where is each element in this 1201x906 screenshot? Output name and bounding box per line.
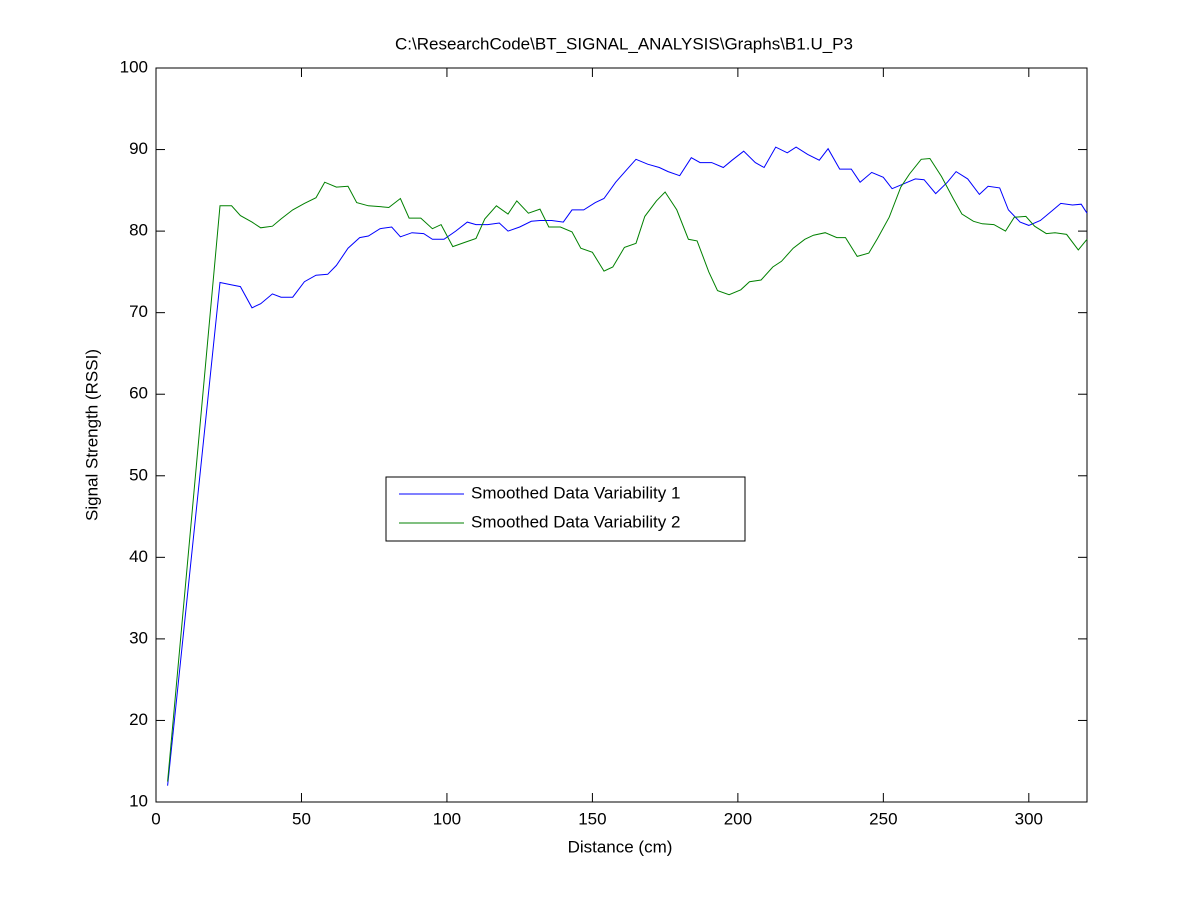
y-tick-label: 20 — [129, 710, 148, 729]
data-line — [167, 157, 1088, 782]
x-tick-label: 100 — [433, 809, 461, 828]
y-tick-label: 30 — [129, 628, 148, 647]
y-tick-label: 90 — [129, 139, 148, 158]
y-tick-label: 50 — [129, 465, 148, 484]
x-tick-label: 300 — [1015, 809, 1043, 828]
chart-title: C:\ResearchCode\BT_SIGNAL_ANALYSIS\Graph… — [395, 34, 853, 53]
x-tick-label: 250 — [869, 809, 897, 828]
y-tick-label: 60 — [129, 384, 148, 403]
y-tick-label: 100 — [120, 57, 148, 76]
x-tick-label: 150 — [578, 809, 606, 828]
legend-label: Smoothed Data Variability 2 — [471, 512, 680, 531]
y-tick-label: 70 — [129, 302, 148, 321]
y-axis-label: Signal Strength (RSSI) — [82, 349, 101, 521]
x-tick-label: 0 — [151, 809, 160, 828]
x-tick-label: 50 — [292, 809, 311, 828]
x-axis-label: Distance (cm) — [568, 837, 673, 856]
legend-label: Smoothed Data Variability 1 — [471, 483, 680, 502]
y-tick-label: 10 — [129, 791, 148, 810]
plot-area — [155, 67, 1088, 803]
data-line — [167, 146, 1088, 786]
y-tick-label: 40 — [129, 547, 148, 566]
y-tick-label: 80 — [129, 221, 148, 240]
legend-box — [385, 476, 746, 542]
x-tick-label: 200 — [724, 809, 752, 828]
